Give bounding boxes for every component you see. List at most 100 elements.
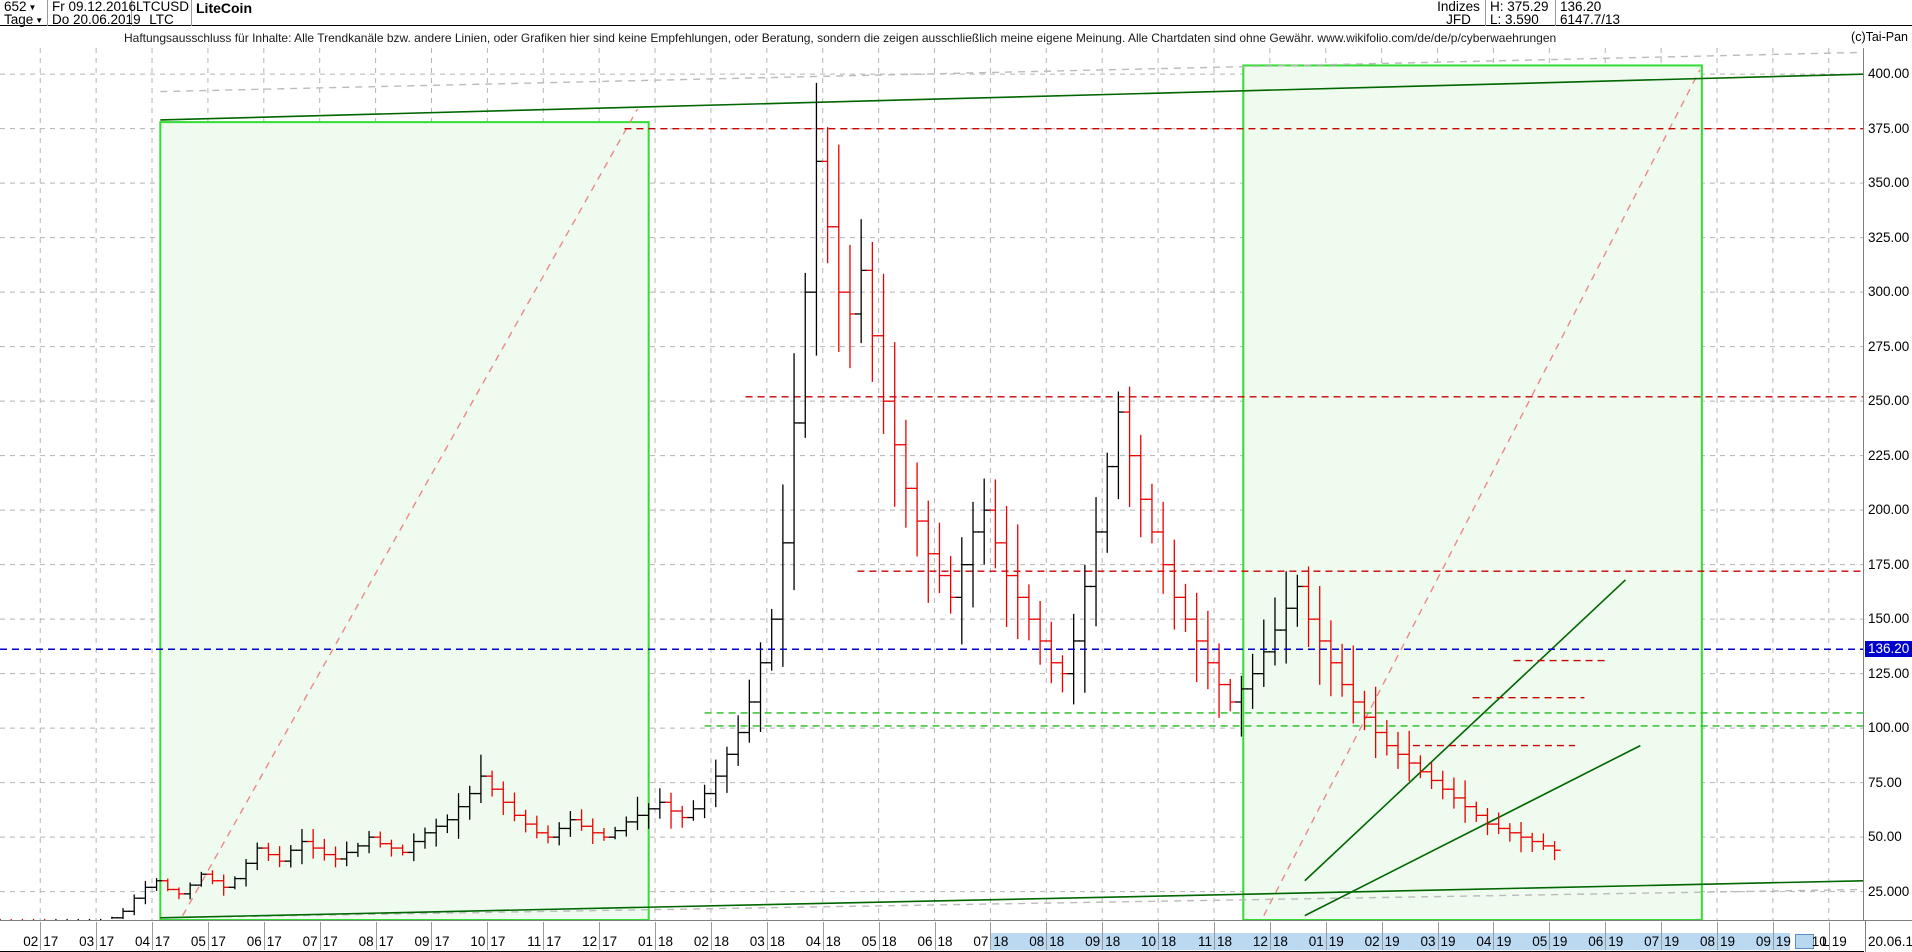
time-axis-year: 19 (1664, 934, 1680, 949)
chart-plot-area[interactable] (0, 48, 1864, 920)
ohlc-bar (1011, 524, 1024, 640)
time-tick-separator (319, 922, 321, 950)
price-axis-label: 325.00 (1868, 229, 1910, 245)
price-axis[interactable]: 400.00 375.00 350.00 325.00 300.00 275.00 250.… (1865, 48, 1912, 920)
time-axis-year: 18 (713, 934, 729, 949)
price-axis-label: 375.00 (1868, 120, 1910, 136)
time-axis-year: 17 (43, 934, 59, 949)
ohlc-bar (1179, 583, 1192, 633)
price-axis-label: 200.00 (1868, 502, 1910, 518)
time-axis-month: 04 (805, 934, 821, 949)
ohlc-bar (1190, 592, 1203, 683)
time-axis-month: 02 (1364, 934, 1380, 949)
high-low-box: H: 375.29 L: 3.590 (1486, 0, 1556, 26)
price-axis-label: 400.00 (1868, 66, 1910, 82)
time-axis-month: 09 (414, 934, 430, 949)
time-axis-selection-band[interactable] (990, 933, 1790, 950)
price-axis-label: 350.00 (1868, 175, 1910, 191)
ohlc-bar (1089, 497, 1103, 627)
time-axis-year: 17 (434, 934, 450, 949)
time-tick-separator (655, 922, 657, 950)
ohlc-bar (922, 500, 935, 603)
ohlc-bar (1201, 610, 1214, 690)
bar-count-value: 652 (4, 0, 27, 14)
ohlc-bar (810, 82, 823, 356)
time-axis-year: 18 (1049, 934, 1065, 949)
price-bars-group (0, 82, 1561, 920)
trendline-rising-channel-bot[interactable] (1304, 744, 1641, 917)
ohlc-bar (955, 537, 968, 645)
ohlc-bar (732, 715, 745, 766)
disclaimer-text: Haftungsausschluss für Inhalte: Alle Tre… (124, 31, 1557, 45)
chevron-down-icon[interactable]: ▼ (35, 15, 44, 25)
time-axis-year: 18 (825, 934, 841, 949)
ohlc-bar (1045, 621, 1058, 684)
ohlc-bar (910, 462, 924, 557)
ohlc-bar (989, 479, 1002, 569)
time-tick-separator (1549, 922, 1551, 950)
price-axis-label: 50.00 (1868, 829, 1902, 845)
time-tick-separator (710, 922, 712, 950)
time-axis-month: 01 (638, 934, 654, 949)
trendline-upper-gray-dashed[interactable] (160, 51, 1864, 93)
current-price-label[interactable]: 136.20 (1865, 641, 1912, 658)
date-to: Do 20.06.2019 (52, 12, 141, 27)
time-axis-month: 11 (527, 934, 542, 949)
ohlc-bar (1112, 391, 1125, 500)
ohlc-bar (754, 642, 767, 732)
time-axis-month: 10 (1811, 934, 1827, 949)
time-axis-year: 18 (1272, 934, 1288, 949)
scroll-thumb[interactable] (1795, 934, 1814, 949)
time-tick-separator (990, 922, 992, 950)
ohlc-bar (765, 608, 778, 671)
ohlc-bar (100, 918, 102, 920)
page-title: LiteCoin (196, 0, 252, 16)
time-axis-month: 08 (1029, 934, 1045, 949)
time-axis-month: 03 (79, 934, 95, 949)
time-axis-corner: 20.06.19 (1865, 921, 1912, 952)
time-axis-month: 09 (1085, 934, 1101, 949)
channel-rectangle[interactable] (1242, 64, 1703, 920)
ohlc-bar (843, 244, 857, 369)
time-tick-separator (152, 922, 154, 950)
time-axis-month: 01 (1308, 934, 1324, 949)
current-date-label: 20.06.19 (1868, 934, 1912, 949)
time-tick-separator (766, 922, 768, 950)
time-axis-year: 19 (1831, 934, 1847, 949)
time-axis[interactable]: L 20.06.19 02 17 03 17 04 17 05 17 06 17 07 17 08 17 0… (0, 920, 1912, 952)
interval-selector[interactable]: 652 ▼ Tage ▼ (0, 0, 48, 26)
ohlc-bar (1548, 841, 1561, 861)
time-axis-year: 17 (546, 934, 562, 949)
time-tick-separator (1102, 922, 1104, 950)
trendline-rising-channel-top[interactable] (1304, 579, 1626, 882)
trendline-upper-green-solid[interactable] (160, 73, 1864, 121)
time-tick-separator (96, 922, 98, 950)
time-axis-month: 11 (1197, 934, 1212, 949)
trendline-lower-green-solid[interactable] (160, 879, 1864, 919)
trendline-lower-gray-dashed[interactable] (160, 888, 1864, 919)
symbol-ticker: LTCUSD (136, 0, 190, 14)
ohlc-bar (1157, 501, 1170, 594)
chevron-down-icon[interactable]: ▼ (28, 2, 37, 12)
time-axis-mode-label: L (1822, 934, 1830, 949)
price-axis-label: 175.00 (1868, 556, 1910, 572)
time-axis-year: 19 (1328, 934, 1344, 949)
time-axis-year: 18 (769, 934, 785, 949)
time-tick-separator (1772, 922, 1774, 950)
date-range[interactable]: Fr 09.12.2016 Do 20.06.2019 (48, 0, 141, 27)
symbol-box[interactable]: LTCUSD LTC (132, 0, 192, 26)
ohlc-bar (1212, 643, 1226, 718)
trendline-ascending-dashed-1[interactable] (182, 108, 639, 916)
time-tick-separator (1325, 922, 1327, 950)
trendline-ascending-dashed-2[interactable] (1263, 69, 1701, 916)
ohlc-bar (116, 908, 130, 919)
time-axis-year: 19 (1720, 934, 1736, 949)
channel-rectangle[interactable] (159, 121, 650, 920)
time-tick-separator (1828, 922, 1830, 950)
time-axis-year: 17 (99, 934, 115, 949)
ohlc-bar (855, 219, 868, 344)
date-from: Fr 09.12.2016 (52, 0, 137, 14)
ohlc-bar (1067, 613, 1080, 705)
symbol-short: LTC (149, 12, 174, 27)
time-axis-year: 19 (1608, 934, 1624, 949)
